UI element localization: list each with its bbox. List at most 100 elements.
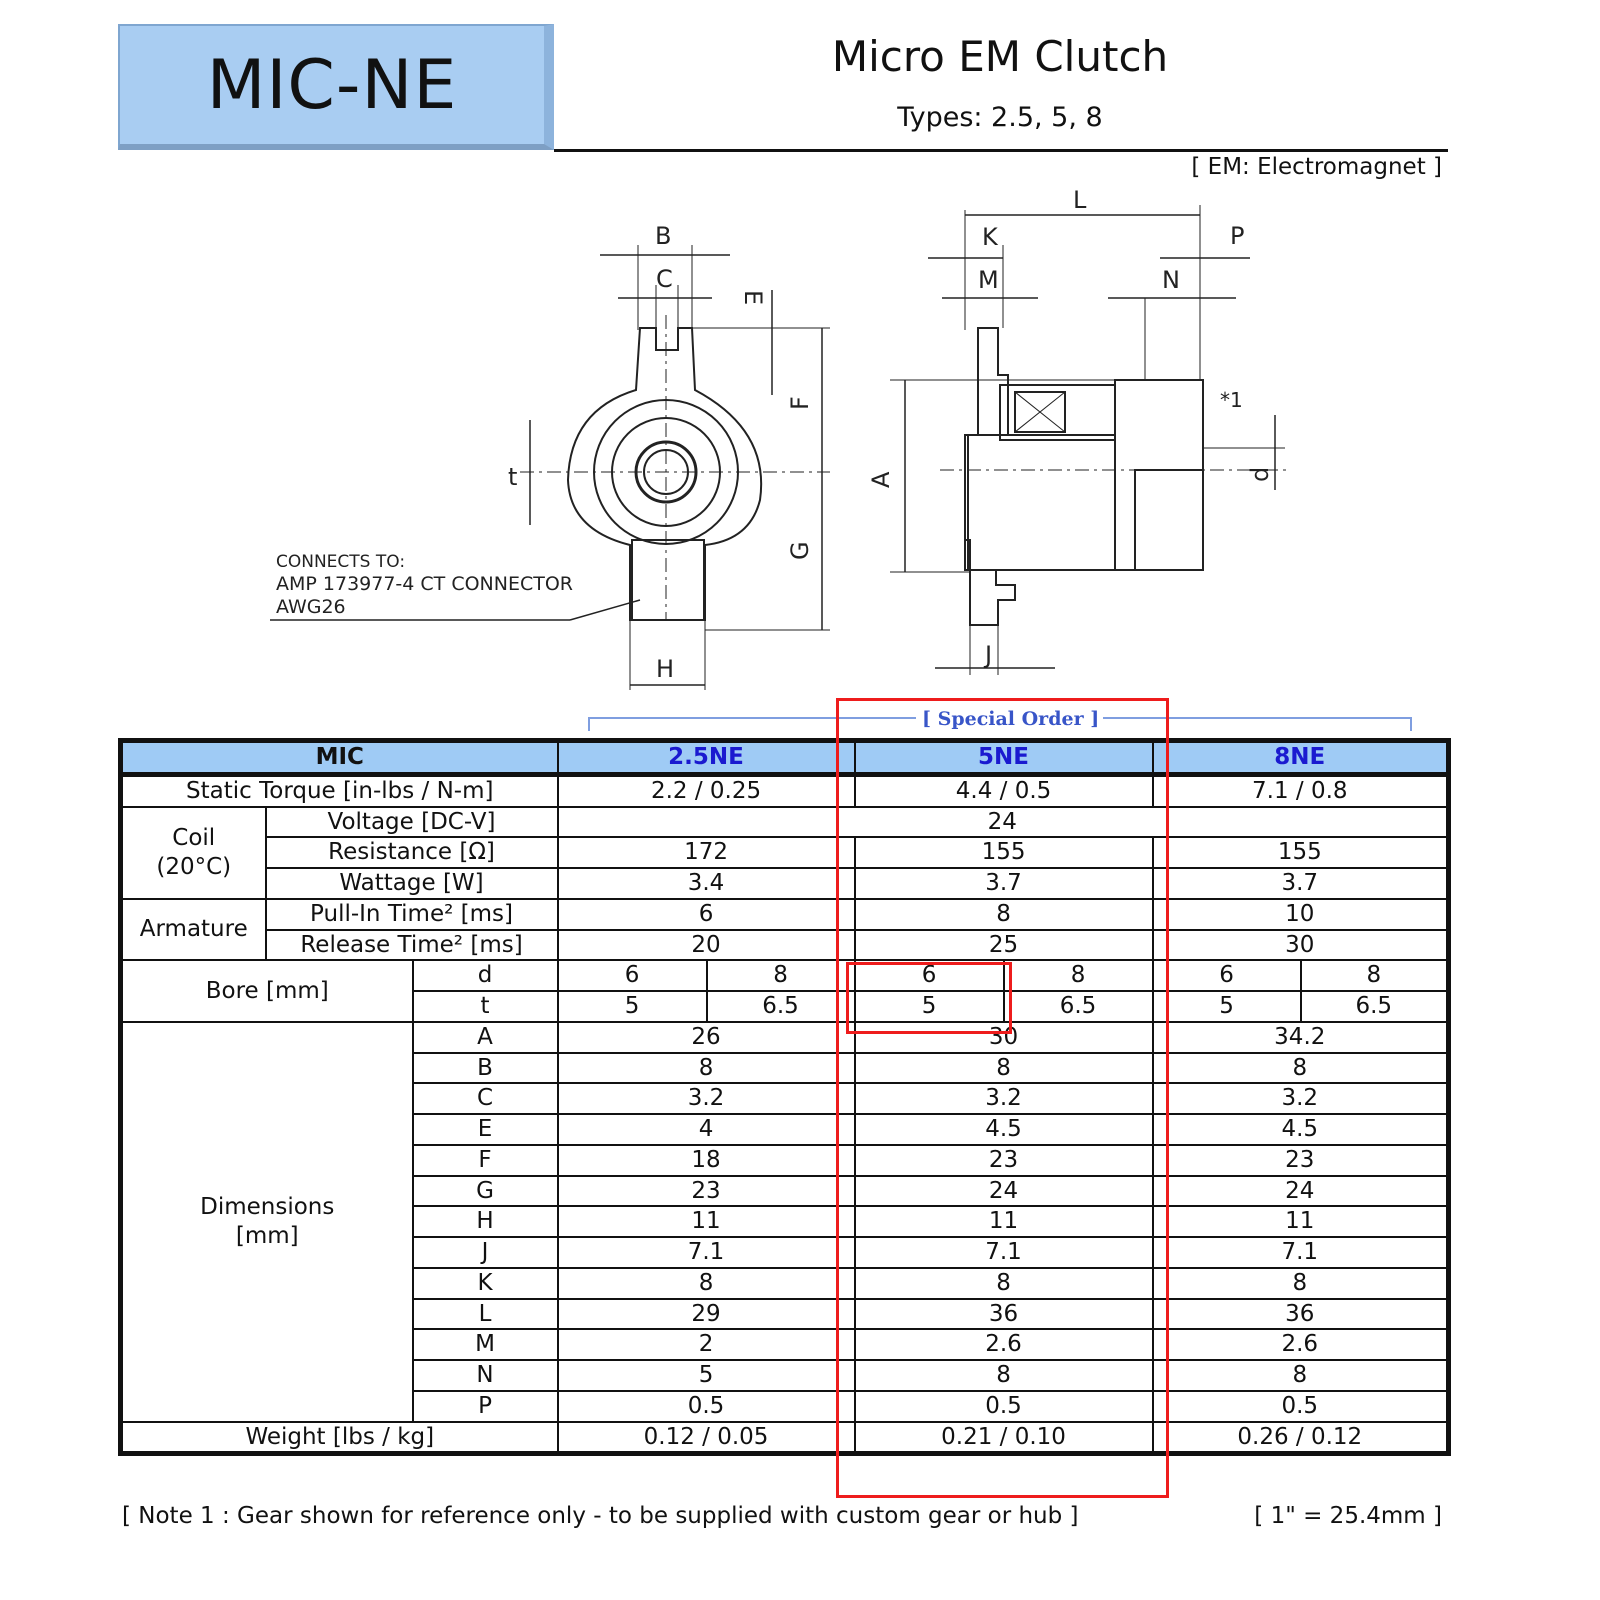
table-row: Dimensions [mm] A 26 30 34.2 <box>119 1020 1450 1423</box>
row-label: G <box>411 1174 559 1208</box>
value-cell: 4 <box>556 1113 856 1146</box>
value-cell: 24 <box>1151 1174 1450 1208</box>
dim-label-n: N <box>1162 266 1180 294</box>
table-row: MIC 2.5NE 5NE 8NE <box>119 738 1450 777</box>
value-cell: 36 <box>853 1297 1154 1331</box>
value-cell: 8 <box>1151 1266 1450 1300</box>
value-cell: 24 <box>853 1174 1154 1208</box>
value-cell: 18 <box>556 1143 856 1177</box>
row-label: E <box>411 1113 559 1146</box>
table-row: Weight [lbs / kg] 0.12 / 0.05 0.21 / 0.10 0… <box>119 1420 1450 1455</box>
dim-label-f: F <box>786 396 814 410</box>
value-cell: 11 <box>853 1205 1154 1238</box>
value-cell: 2 <box>556 1328 856 1361</box>
value-cell: 3.2 <box>556 1082 856 1115</box>
table-row: Static Torque [in-lbs / N-m] 2.2 / 0.25 4.… <box>119 773 1450 808</box>
value-cell: 8 <box>853 1051 1154 1085</box>
value-cell: 2.6 <box>1151 1328 1450 1361</box>
value-cell: 8 <box>705 959 856 992</box>
value-cell: 8 <box>853 897 1154 931</box>
value-cell: 29 <box>556 1297 856 1331</box>
value-cell: 0.5 <box>853 1389 1154 1423</box>
table-row: E 4 4.5 4.5 <box>121 1113 1450 1146</box>
header-model: 5NE <box>853 738 1154 777</box>
row-label: K <box>411 1266 559 1300</box>
dim-label-m: M <box>978 266 999 294</box>
value-cell: 6 <box>1151 959 1302 992</box>
table-row: H 11 11 11 <box>121 1205 1450 1238</box>
row-label: L <box>411 1297 559 1331</box>
row-label: Static Torque [in-lbs / N-m] <box>119 773 559 808</box>
special-order-bracket-left <box>588 717 916 731</box>
value-cell: 8 <box>853 1359 1154 1392</box>
table-row: J 7.1 7.1 7.1 <box>121 1236 1450 1269</box>
value-cell: 8 <box>1151 1359 1450 1392</box>
technical-drawing: B C E F G H t CONNECTS TO: AMP 173977-4 … <box>270 186 1290 690</box>
value-cell: 30 <box>1151 928 1450 962</box>
dim-label-l: L <box>1073 186 1087 214</box>
dim-label-k: K <box>982 223 999 251</box>
group-sublabel: [mm] <box>235 1222 299 1249</box>
value-cell: 172 <box>556 836 856 869</box>
value-cell: 6 <box>556 897 856 931</box>
value-cell: 34.2 <box>1151 1020 1450 1054</box>
table-row: Coil (20°C) Voltage [DC-V] 24 <box>119 805 1450 900</box>
value-cell: 23 <box>556 1174 856 1208</box>
value-cell: 5 <box>1151 990 1302 1023</box>
special-order-bracket-right <box>1085 717 1412 731</box>
value-cell: 30 <box>853 1020 1154 1054</box>
value-cell: 8 <box>1002 959 1154 992</box>
table-row: G 23 24 24 <box>121 1174 1450 1208</box>
value-cell: 5 <box>853 990 1005 1023</box>
dim-label-d: d <box>1246 467 1274 482</box>
value-cell: 23 <box>853 1143 1154 1177</box>
value-cell: 8 <box>1299 959 1450 992</box>
row-label: Voltage [DC-V] <box>264 805 559 839</box>
value-cell: 7.1 <box>1151 1236 1450 1269</box>
group-bore: Bore [mm] <box>119 959 414 1023</box>
side-view <box>890 205 1290 675</box>
table-row: P 0.5 0.5 0.5 <box>121 1389 1450 1423</box>
value-cell: 3.2 <box>1151 1082 1450 1115</box>
value-cell: 6 <box>853 959 1005 992</box>
table-row: Release Time² [ms] 20 25 30 <box>121 928 1450 962</box>
value-cell: 7.1 <box>556 1236 856 1269</box>
row-label: H <box>411 1205 559 1238</box>
dim-label-b: B <box>655 222 671 250</box>
table-row: Bore [mm] d 6 8 6 8 6 8 <box>119 959 1450 1023</box>
value-cell: 7.1 <box>853 1236 1154 1269</box>
row-label: N <box>411 1359 559 1392</box>
value-cell: 26 <box>556 1020 856 1054</box>
group-label: Dimensions <box>200 1193 335 1220</box>
table-row: Resistance [Ω] 172 155 155 <box>121 836 1450 869</box>
row-label: B <box>411 1051 559 1085</box>
table-row: t 5 6.5 5 6.5 5 6.5 <box>121 990 1450 1023</box>
group-dimensions: Dimensions [mm] <box>119 1020 414 1423</box>
value-cell: 155 <box>1151 836 1450 869</box>
dim-label-g: G <box>786 541 814 560</box>
front-view <box>270 245 830 690</box>
row-label: M <box>411 1328 559 1361</box>
row-label: A <box>411 1020 559 1054</box>
footnote: [ Note 1 : Gear shown for reference only… <box>122 1503 1079 1529</box>
table-row: M 2 2.6 2.6 <box>121 1328 1450 1361</box>
value-cell: 2.2 / 0.25 <box>556 773 856 808</box>
value-cell: 36 <box>1151 1297 1450 1331</box>
header-model: 2.5NE <box>556 738 856 777</box>
spec-table: MIC 2.5NE 5NE 8NE Static Torque [in-lbs / N-… <box>118 738 1452 1457</box>
connector-note-line3: AWG26 <box>276 596 346 618</box>
table-row: Wattage [W] 3.4 3.7 3.7 <box>121 867 1450 900</box>
value-cell: 6.5 <box>1299 990 1450 1023</box>
table-row: Armature Pull-In Time² [ms] 6 8 10 <box>119 897 1450 962</box>
value-cell: 4.4 / 0.5 <box>853 773 1154 808</box>
row-label: C <box>411 1082 559 1115</box>
value-cell: 6.5 <box>705 990 856 1023</box>
value-cell: 25 <box>853 928 1154 962</box>
value-cell: 23 <box>1151 1143 1450 1177</box>
special-order-label: [ Special Order ] <box>918 708 1104 730</box>
value-cell: 8 <box>556 1266 856 1300</box>
value-cell: 8 <box>1151 1051 1450 1085</box>
row-label: P <box>411 1389 559 1423</box>
